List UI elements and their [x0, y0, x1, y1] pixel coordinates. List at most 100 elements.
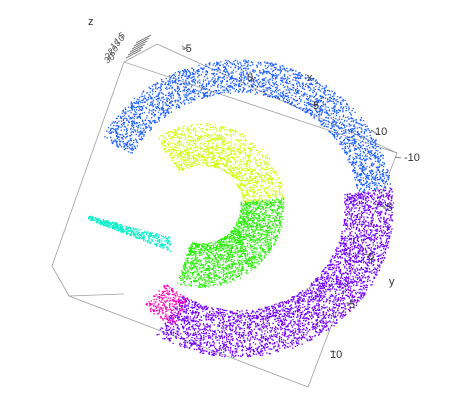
data-point — [339, 96, 342, 99]
data-point — [331, 123, 333, 125]
data-point — [354, 179, 357, 181]
data-point — [129, 138, 132, 140]
data-point — [268, 353, 270, 355]
data-point — [317, 309, 319, 311]
data-point — [348, 211, 350, 213]
data-point — [354, 126, 356, 128]
data-point — [326, 325, 328, 327]
data-point — [214, 83, 216, 85]
data-point — [365, 268, 367, 270]
data-point — [297, 333, 299, 335]
data-point — [374, 142, 376, 144]
data-point — [371, 221, 373, 223]
data-point — [381, 164, 383, 166]
data-point — [301, 337, 303, 339]
data-point — [329, 94, 331, 96]
data-point — [353, 204, 355, 206]
data-point — [261, 354, 263, 356]
data-point — [389, 206, 391, 209]
data-point — [205, 331, 207, 333]
data-point — [386, 171, 388, 174]
data-point — [180, 301, 182, 303]
data-point — [358, 126, 360, 129]
data-point — [159, 90, 161, 92]
data-point — [134, 110, 136, 113]
data-point — [351, 135, 353, 138]
data-point — [179, 90, 182, 93]
data-point — [382, 252, 385, 254]
data-point — [252, 336, 254, 338]
data-point — [328, 277, 330, 279]
data-point — [323, 326, 326, 329]
data-point — [181, 75, 183, 77]
series-blue-points — [104, 59, 391, 193]
data-point — [198, 321, 200, 323]
data-point — [152, 120, 154, 122]
data-point — [329, 260, 331, 262]
data-point — [233, 63, 235, 65]
data-point — [323, 287, 325, 289]
data-point — [354, 200, 356, 202]
data-point — [360, 162, 362, 164]
data-point — [376, 187, 378, 189]
data-point — [316, 320, 318, 322]
data-point — [371, 163, 373, 165]
data-point — [199, 79, 201, 81]
data-point — [257, 61, 259, 63]
data-point — [305, 107, 308, 109]
data-point — [372, 234, 374, 236]
data-point — [198, 69, 200, 71]
data-point — [219, 64, 221, 66]
data-point — [137, 127, 139, 129]
data-point — [377, 197, 379, 199]
data-point — [210, 314, 212, 316]
data-point — [310, 296, 312, 298]
data-point — [256, 66, 258, 68]
data-point — [291, 344, 294, 346]
data-point — [292, 318, 294, 321]
data-point — [370, 165, 372, 167]
data-point — [370, 223, 372, 225]
data-point — [323, 119, 326, 121]
data-point — [362, 191, 364, 193]
data-point — [367, 258, 369, 261]
data-point — [310, 105, 312, 107]
data-point — [344, 246, 346, 248]
data-point — [162, 100, 164, 103]
data-point — [312, 326, 315, 328]
data-point — [167, 105, 169, 107]
data-point — [332, 313, 335, 315]
data-point — [216, 92, 218, 94]
data-point — [196, 345, 198, 347]
data-point — [193, 320, 195, 323]
data-point — [158, 117, 160, 119]
data-point — [192, 328, 194, 330]
data-point — [346, 214, 348, 216]
data-point — [273, 83, 275, 85]
data-point — [123, 122, 125, 124]
data-point — [378, 245, 380, 248]
data-point — [286, 336, 288, 338]
data-point — [185, 70, 187, 72]
data-point — [177, 318, 179, 320]
data-point — [366, 251, 368, 253]
data-point — [294, 77, 296, 79]
data-point — [339, 261, 342, 263]
data-point — [359, 157, 361, 159]
data-point — [359, 161, 361, 163]
data-point — [216, 64, 218, 66]
data-point — [247, 82, 249, 84]
data-point — [268, 317, 270, 319]
data-point — [281, 328, 283, 330]
data-point — [221, 321, 223, 324]
data-point — [241, 314, 243, 317]
data-point — [288, 301, 291, 303]
data-point — [368, 234, 370, 236]
data-point — [225, 333, 227, 335]
data-point — [252, 321, 254, 323]
data-point — [131, 120, 133, 122]
data-point — [205, 73, 207, 75]
data-point — [141, 99, 143, 101]
data-point — [188, 89, 190, 91]
data-point — [351, 291, 353, 293]
